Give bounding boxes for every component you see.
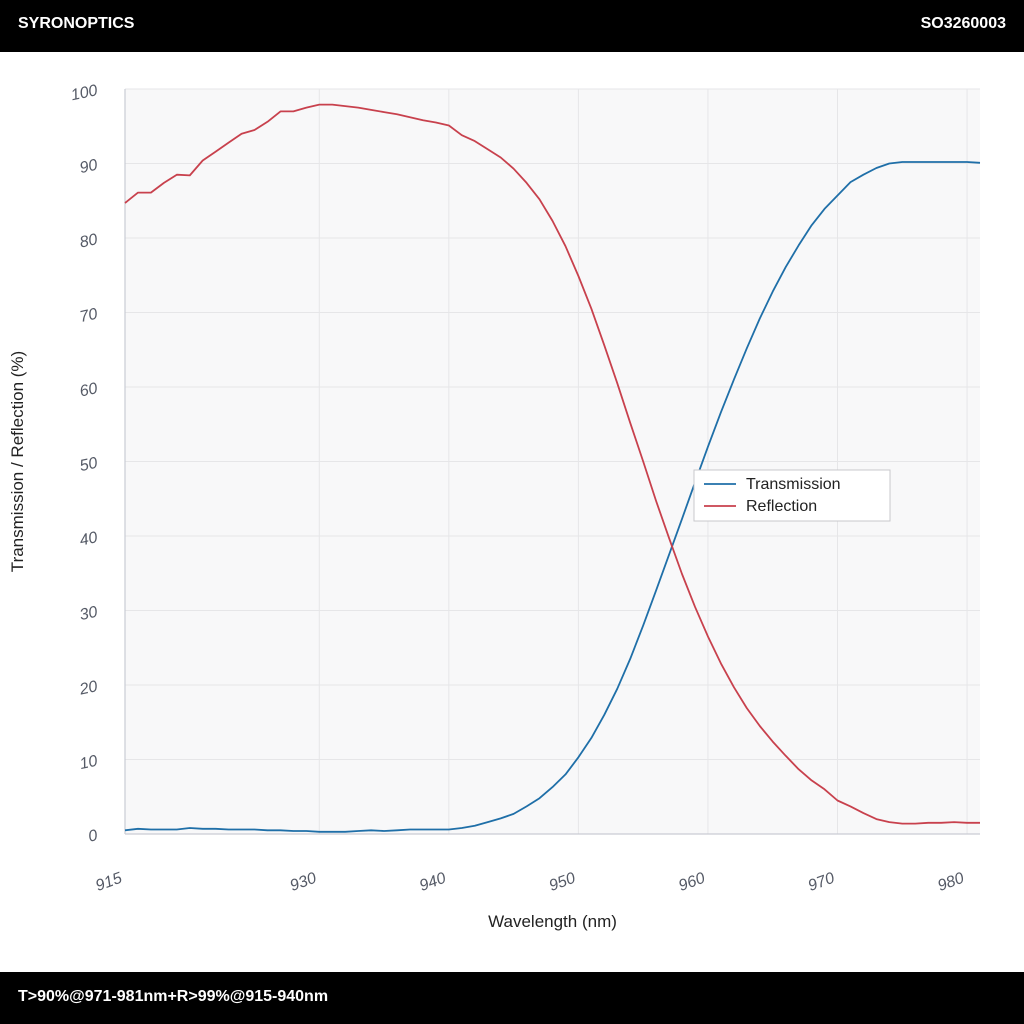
legend: Transmission Reflection	[693, 469, 891, 522]
x-tick-label: 940	[417, 870, 448, 895]
x-axis-title: Wavelength (nm)	[488, 912, 617, 931]
y-axis-title: Transmission / Reflection (%)	[8, 351, 27, 572]
header-bar: SYRONOPTICS SO3260003	[0, 0, 1024, 52]
y-tick-label: 40	[78, 529, 99, 549]
y-tick-label: 90	[78, 157, 99, 177]
x-tick-label: 915	[93, 870, 124, 895]
y-tick-label: 0	[87, 827, 99, 845]
y-tick-label: 70	[78, 306, 99, 326]
grid-lines	[124, 88, 980, 835]
reflection-line	[124, 103, 980, 825]
spectral-chart: 0 10 20 30 40 50 60 70 80 90 100 915 930 940 950 960 970…	[8, 82, 981, 931]
legend-label-transmission: Transmission	[746, 476, 841, 493]
axes	[124, 89, 980, 835]
x-tick-label: 930	[288, 870, 319, 895]
x-tick-label: 960	[676, 870, 707, 895]
transmission-line	[124, 161, 981, 833]
series-lines	[124, 103, 981, 833]
y-tick-label: 50	[78, 455, 99, 475]
y-tick-label: 60	[78, 380, 99, 400]
x-tick-label: 970	[806, 870, 837, 895]
y-tick-label: 20	[77, 678, 99, 699]
legend-label-reflection: Reflection	[746, 498, 817, 515]
y-tick-label: 80	[78, 231, 99, 251]
spec-text: T>90%@971-981nm+R>99%@915-940nm	[18, 988, 329, 1005]
part-number: SO3260003	[920, 15, 1006, 32]
legend-box	[693, 469, 891, 522]
y-tick-label: 30	[78, 604, 99, 624]
x-tick-label: 950	[547, 870, 578, 895]
brand-name: SYRONOPTICS	[18, 15, 135, 32]
x-tick-label: 980	[936, 870, 967, 895]
y-tick-label: 10	[78, 753, 99, 773]
y-tick-label: 100	[69, 82, 99, 104]
footer-bar: T>90%@971-981nm+R>99%@915-940nm	[0, 972, 1024, 1024]
